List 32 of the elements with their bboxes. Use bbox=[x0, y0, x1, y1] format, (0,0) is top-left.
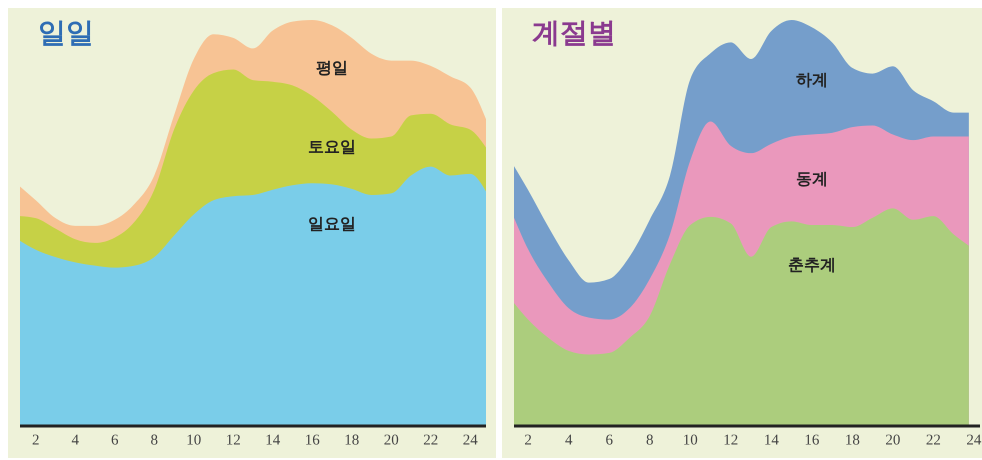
x-tick-label: 16 bbox=[304, 432, 320, 449]
x-tick-label: 20 bbox=[885, 432, 900, 449]
x-tick-label: 4 bbox=[72, 432, 80, 449]
series-label: 춘추계 bbox=[786, 254, 837, 276]
x-tick-label: 18 bbox=[344, 432, 360, 449]
x-tick-label: 16 bbox=[804, 432, 820, 449]
x-tick-label: 2 bbox=[32, 432, 40, 449]
series-label: 토요일 bbox=[306, 137, 357, 158]
series-label: 동계 bbox=[794, 168, 829, 190]
chart-title: 일일 bbox=[38, 15, 94, 51]
x-tick-label: 24 bbox=[966, 432, 982, 449]
x-tick-label: 6 bbox=[111, 432, 120, 449]
x-tick-label: 22 bbox=[926, 432, 941, 449]
x-tick-label: 10 bbox=[682, 432, 698, 449]
chart-title: 계절별 bbox=[532, 15, 616, 51]
x-tick-label: 8 bbox=[150, 432, 158, 449]
x-tick-label: 18 bbox=[844, 432, 860, 449]
x-tick-label: 22 bbox=[423, 432, 438, 449]
x-tick-label: 14 bbox=[265, 432, 281, 449]
x-tick-label: 20 bbox=[384, 432, 399, 449]
x-tick-label: 10 bbox=[186, 432, 202, 449]
x-tick-label: 8 bbox=[646, 432, 654, 449]
x-tick-label: 6 bbox=[605, 432, 614, 449]
series-label: 일요일 bbox=[306, 214, 357, 236]
x-tick-label: 12 bbox=[723, 432, 738, 449]
x-tick-label: 2 bbox=[524, 432, 532, 449]
x-tick-label: 24 bbox=[462, 432, 478, 449]
x-tick-label: 12 bbox=[226, 432, 241, 449]
x-tick-label: 14 bbox=[764, 432, 780, 449]
series-label: 평일 bbox=[314, 58, 349, 79]
series-label: 하계 bbox=[794, 70, 829, 91]
x-tick-label: 4 bbox=[564, 432, 573, 449]
